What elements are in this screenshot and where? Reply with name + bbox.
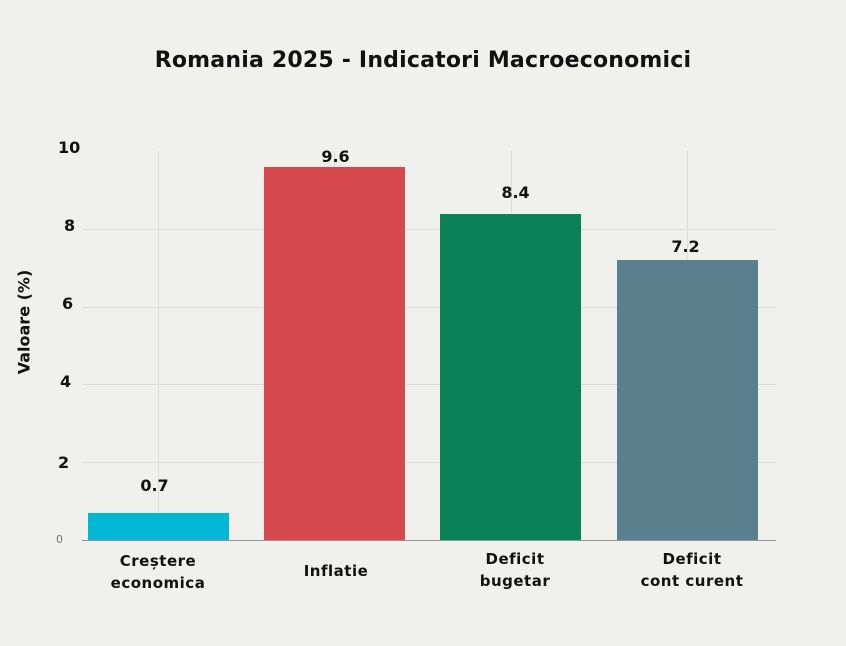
x-tick-label: Inflatie [303, 562, 369, 580]
chart-title: Romania 2025 - Indicatori Macroeconomici [154, 48, 692, 73]
bar-inflatie [264, 167, 405, 540]
y-tick-label: 10 [58, 138, 81, 157]
gridline-y-6 [82, 307, 776, 308]
y-tick-label: 0 [56, 533, 63, 546]
bar-value-label: 8.4 [501, 183, 530, 202]
gridline-x-1 [158, 151, 159, 540]
gridline-y-4 [82, 384, 776, 385]
x-tick-label: Deficit cont curent [640, 550, 744, 590]
gridline-y-2 [82, 462, 776, 463]
bar-value-label: 7.2 [671, 237, 700, 256]
y-axis-label: Valoare (%) [14, 269, 34, 375]
bar-deficit-bugetar [440, 214, 581, 540]
y-tick-label: 2 [58, 453, 70, 472]
gridline-y-8 [82, 229, 776, 230]
y-tick-label: 4 [60, 372, 72, 391]
x-tick-label: Deficit bugetar [479, 550, 551, 590]
bar-value-label: 9.6 [321, 147, 350, 166]
bar-deficit-cont-curent [617, 260, 758, 540]
x-axis-line [82, 540, 776, 541]
x-tick-label: Creștere economica [110, 552, 206, 592]
y-tick-label: 8 [64, 216, 76, 235]
y-tick-label: 6 [62, 294, 74, 313]
bar-value-label: 0.7 [140, 476, 169, 495]
bar-crestere-economica [88, 513, 229, 540]
